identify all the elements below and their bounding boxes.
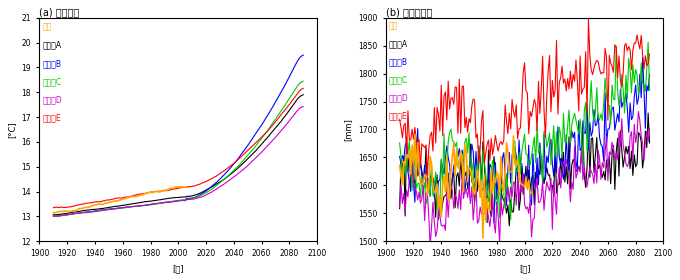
Text: 観測: 観測 bbox=[388, 22, 398, 31]
X-axis label: [年]: [年] bbox=[173, 264, 184, 273]
Text: 観測: 観測 bbox=[42, 23, 52, 32]
Y-axis label: [°C]: [°C] bbox=[7, 121, 16, 138]
Text: モデルA: モデルA bbox=[42, 41, 61, 50]
Text: モデルB: モデルB bbox=[42, 59, 61, 68]
Text: モデルC: モデルC bbox=[42, 77, 61, 86]
Y-axis label: [mm]: [mm] bbox=[343, 118, 352, 141]
Text: (a) 地上気温: (a) 地上気温 bbox=[39, 7, 80, 17]
Text: モデルE: モデルE bbox=[42, 113, 61, 122]
X-axis label: [年]: [年] bbox=[519, 264, 530, 273]
Text: モデルD: モデルD bbox=[388, 93, 408, 102]
Text: モデルD: モデルD bbox=[42, 95, 62, 104]
Text: モデルA: モデルA bbox=[388, 39, 407, 48]
Text: (b) 年間降水量: (b) 年間降水量 bbox=[386, 7, 432, 17]
Text: モデルC: モデルC bbox=[388, 75, 407, 84]
Text: モデルB: モデルB bbox=[388, 57, 407, 66]
Text: モデルE: モデルE bbox=[388, 111, 407, 120]
